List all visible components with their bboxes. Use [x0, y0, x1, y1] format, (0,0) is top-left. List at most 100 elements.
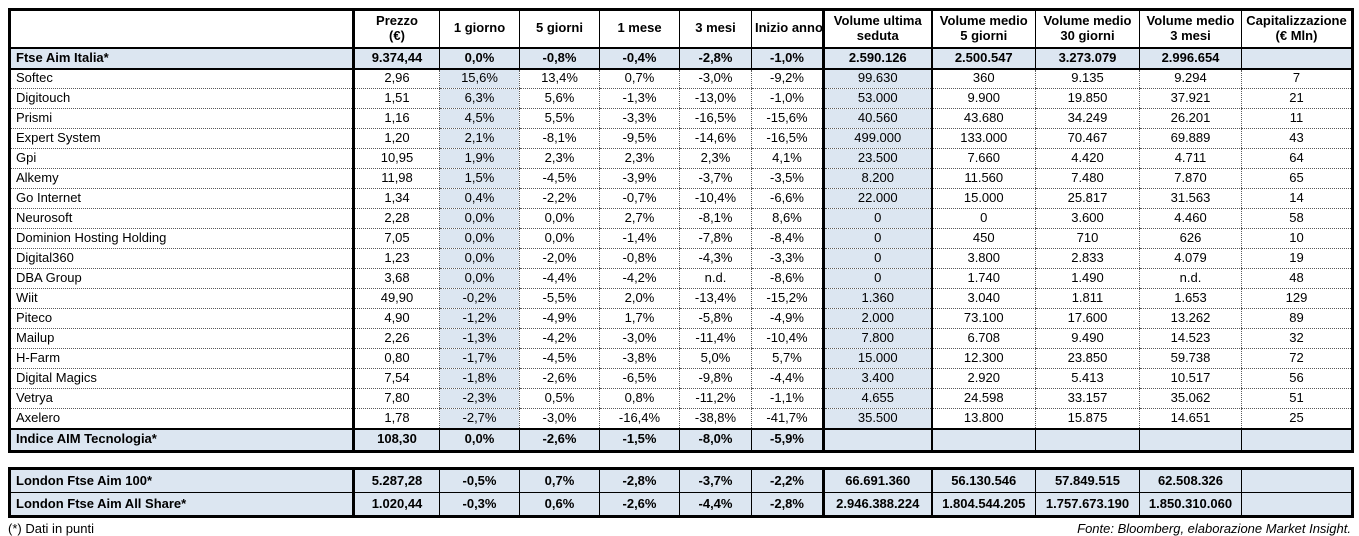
cell: 2,28 — [352, 208, 440, 229]
cell: -8,6% — [751, 268, 824, 289]
cell: -13,4% — [679, 288, 752, 309]
column-header: 5 giorni — [519, 9, 600, 49]
cell: -13,0% — [679, 88, 752, 109]
table-row: Dominion Hosting Holding 7,05 0,0% 0,0% -1,4… — [9, 228, 1353, 249]
cell: 23.850 — [1035, 348, 1140, 369]
cell: 10,95 — [352, 148, 440, 169]
cell: 0,0% — [439, 268, 520, 289]
cell: -0,2% — [439, 288, 520, 309]
column-header-label: 5 giorni — [536, 20, 583, 36]
cell: 14 — [1241, 188, 1353, 209]
cell: 7.660 — [930, 148, 1036, 169]
cell: -9,5% — [599, 128, 680, 149]
cell: 2,3% — [679, 148, 752, 169]
cell: 5,7% — [751, 348, 824, 369]
cell: 7.800 — [822, 328, 932, 349]
cell: -2,0% — [519, 248, 600, 269]
cell: -1,0% — [751, 88, 824, 109]
cell: 5.413 — [1035, 368, 1140, 389]
cell: 31.563 — [1139, 188, 1242, 209]
column-header-sublabel: 5 giorni — [960, 27, 1008, 43]
cell — [1241, 47, 1353, 70]
cell: -3,0% — [599, 328, 680, 349]
cell: 59.738 — [1139, 348, 1242, 369]
column-header: 1 giorno — [439, 9, 520, 49]
cell: -5,9% — [751, 427, 824, 452]
cell: -6,6% — [751, 188, 824, 209]
cell: 25 — [1241, 408, 1353, 429]
cell: 0,0% — [519, 208, 600, 229]
cell: -2,3% — [439, 388, 520, 409]
table-row: Softec 2,96 15,6% 13,4% 0,7% -3,0% -9,2% 99.630… — [9, 68, 1353, 89]
cell: 7,05 — [352, 228, 440, 249]
table-row: H-Farm 0,80 -1,7% -4,5% -3,8% 5,0% 5,7% 15.000 1… — [9, 348, 1353, 369]
cell: 23.500 — [822, 148, 932, 169]
cell: -1,2% — [439, 308, 520, 329]
cell: -8,0% — [679, 427, 752, 452]
cell: 1,5% — [439, 168, 520, 189]
cell: 3.600 — [1035, 208, 1140, 229]
cell: -4,4% — [751, 368, 824, 389]
cell: -4,4% — [519, 268, 600, 289]
cell: 13.262 — [1139, 308, 1242, 329]
cell: 10 — [1241, 228, 1353, 249]
cell: 0,80 — [352, 348, 440, 369]
cell: 62.508.326 — [1139, 468, 1242, 493]
cell: -3,0% — [519, 408, 600, 429]
cell: -3,3% — [599, 108, 680, 129]
cell: 1.360 — [822, 288, 932, 309]
cell: 22.000 — [822, 188, 932, 209]
cell: 48 — [1241, 268, 1353, 289]
cell: 0,0% — [439, 427, 520, 452]
cell: 1.757.673.190 — [1035, 492, 1140, 517]
table-row: Alkemy 11,98 1,5% -4,5% -3,9% -3,7% -3,5% 8.200… — [9, 168, 1353, 189]
cell: 73.100 — [930, 308, 1036, 329]
cell: n.d. — [679, 268, 752, 289]
cell: 34.249 — [1035, 108, 1140, 129]
cell: 0 — [822, 248, 932, 269]
row-label: Alkemy — [9, 168, 354, 189]
cell: 56 — [1241, 368, 1353, 389]
cell: 5,0% — [679, 348, 752, 369]
cell: 1.811 — [1035, 288, 1140, 309]
table-row: Digital Magics 7,54 -1,8% -2,6% -6,5% -9,8% -4… — [9, 368, 1353, 389]
column-header: 1 mese — [599, 9, 680, 49]
cell: 1,9% — [439, 148, 520, 169]
cell: -1,4% — [599, 228, 680, 249]
table-row: Expert System 1,20 2,1% -8,1% -9,5% -14,6% -16… — [9, 128, 1353, 149]
cell: 0,8% — [599, 388, 680, 409]
column-header: Capitalizzazione (€ Mln) — [1241, 9, 1353, 49]
cell: 3.273.079 — [1035, 47, 1140, 70]
cell: -0,8% — [599, 248, 680, 269]
cell: -16,5% — [679, 108, 752, 129]
cell: 5,5% — [519, 108, 600, 129]
cell: -16,4% — [599, 408, 680, 429]
row-label: London Ftse Aim All Share* — [9, 492, 354, 517]
cell: 0 — [822, 268, 932, 289]
column-header-label: Capitalizzazione — [1246, 13, 1347, 29]
cell: 4,90 — [352, 308, 440, 329]
cell: -14,6% — [679, 128, 752, 149]
cell: 33.157 — [1035, 388, 1140, 409]
cell: 1.740 — [930, 268, 1036, 289]
aim-italia-performance-table: Prezzo (€) 1 giorno 5 giorni 1 mese 3 mesi Ini… — [8, 8, 1354, 453]
cell: 4.079 — [1139, 248, 1242, 269]
cell: -4,5% — [519, 168, 600, 189]
cell: 0 — [930, 208, 1036, 229]
cell: 1.490 — [1035, 268, 1140, 289]
cell: -4,9% — [519, 308, 600, 329]
table-row: Wiit 49,90 -0,2% -5,5% 2,0% -13,4% -15,2% 1.360… — [9, 288, 1353, 309]
cell: 6.708 — [930, 328, 1036, 349]
cell: 7,80 — [352, 388, 440, 409]
cell: 19.850 — [1035, 88, 1140, 109]
row-label: Digital360 — [9, 248, 354, 269]
row-label: Digital Magics — [9, 368, 354, 389]
cell: 69.889 — [1139, 128, 1242, 149]
table-row: Digitouch 1,51 6,3% 5,6% -1,3% -13,0% -1,0% 53.… — [9, 88, 1353, 109]
cell: 1.804.544.205 — [930, 492, 1036, 517]
column-header: Volume medio 30 giorni — [1035, 9, 1140, 49]
cell: 49,90 — [352, 288, 440, 309]
row-label: Vetrya — [9, 388, 354, 409]
cell: 108,30 — [352, 427, 440, 452]
cell: -2,8% — [679, 47, 752, 70]
